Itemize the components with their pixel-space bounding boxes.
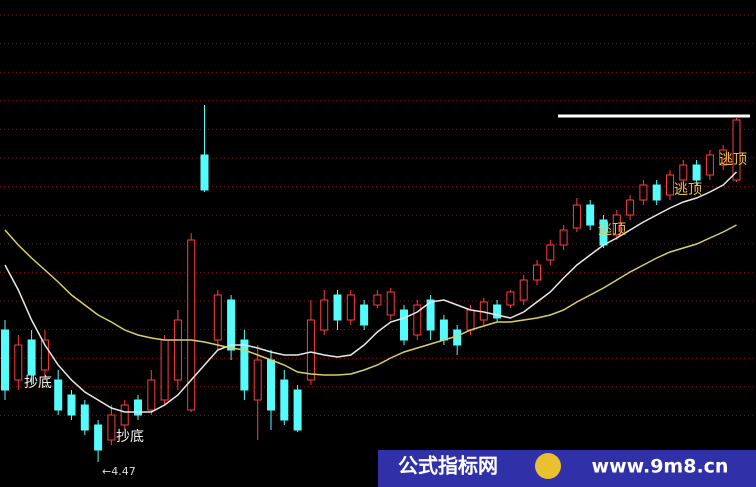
candle-body	[360, 304, 369, 326]
candle-body	[240, 339, 249, 391]
signal-label: 逃顶	[598, 222, 626, 238]
candle-body	[160, 339, 169, 401]
ma-line	[4, 224, 737, 376]
candle-body	[187, 239, 196, 411]
signal-label: 逃顶	[674, 182, 702, 198]
candle-body	[306, 319, 315, 381]
candle-body	[439, 319, 448, 341]
candle-body	[612, 214, 621, 236]
candle-body	[626, 199, 635, 216]
candle-body	[692, 164, 701, 181]
candle-body	[586, 204, 595, 226]
candle-body	[466, 309, 475, 331]
watermark-url: www.9m8.cn	[592, 456, 729, 478]
candle-body	[333, 294, 342, 321]
candle-body	[120, 404, 129, 426]
candle-body	[134, 399, 142, 416]
candle-body	[1, 329, 9, 391]
candle-body	[213, 294, 222, 341]
candle-body	[426, 299, 435, 331]
candle-body	[386, 291, 395, 316]
candle-body	[519, 279, 528, 301]
watermark-site: 公式指标网	[398, 454, 498, 478]
watermark-logo	[535, 453, 561, 479]
candle-body	[572, 204, 581, 229]
candle-body	[546, 244, 555, 261]
signal-label: 逃顶	[719, 152, 747, 168]
candle-body	[107, 414, 116, 441]
candle-body	[705, 154, 714, 176]
candle-body	[320, 299, 329, 331]
candle-body	[54, 379, 63, 411]
candle-body	[67, 394, 76, 416]
candle-body	[227, 299, 236, 351]
watermark-band	[378, 450, 756, 487]
candle-body	[559, 229, 568, 246]
candle-body	[94, 424, 103, 451]
candle-body	[506, 291, 515, 306]
candle-body	[652, 184, 661, 201]
candle-body	[719, 149, 728, 166]
ma-line	[4, 171, 738, 413]
candle-body	[346, 294, 355, 321]
candle-body	[679, 164, 688, 181]
candle-body	[147, 379, 156, 411]
candle-body	[293, 389, 302, 431]
candle-body	[639, 184, 648, 201]
candle-body	[493, 304, 502, 319]
candle-body	[253, 359, 262, 401]
candle-body	[400, 309, 408, 341]
candle-body	[373, 294, 382, 306]
candle-body	[666, 174, 674, 196]
low-label: ←4.47	[102, 465, 136, 478]
signal-label: 抄底	[116, 429, 144, 445]
candle-body	[267, 359, 275, 411]
candle-body	[14, 344, 23, 381]
candle-body	[173, 319, 182, 381]
candle-body	[533, 264, 541, 281]
signal-label: 抄底	[24, 375, 52, 391]
candle-body	[200, 154, 209, 191]
candle-body	[413, 304, 422, 336]
candle-body	[280, 379, 289, 421]
candle-body	[80, 404, 89, 431]
candle-body	[732, 119, 741, 181]
candle-body	[27, 339, 36, 376]
candle-body	[40, 339, 49, 371]
